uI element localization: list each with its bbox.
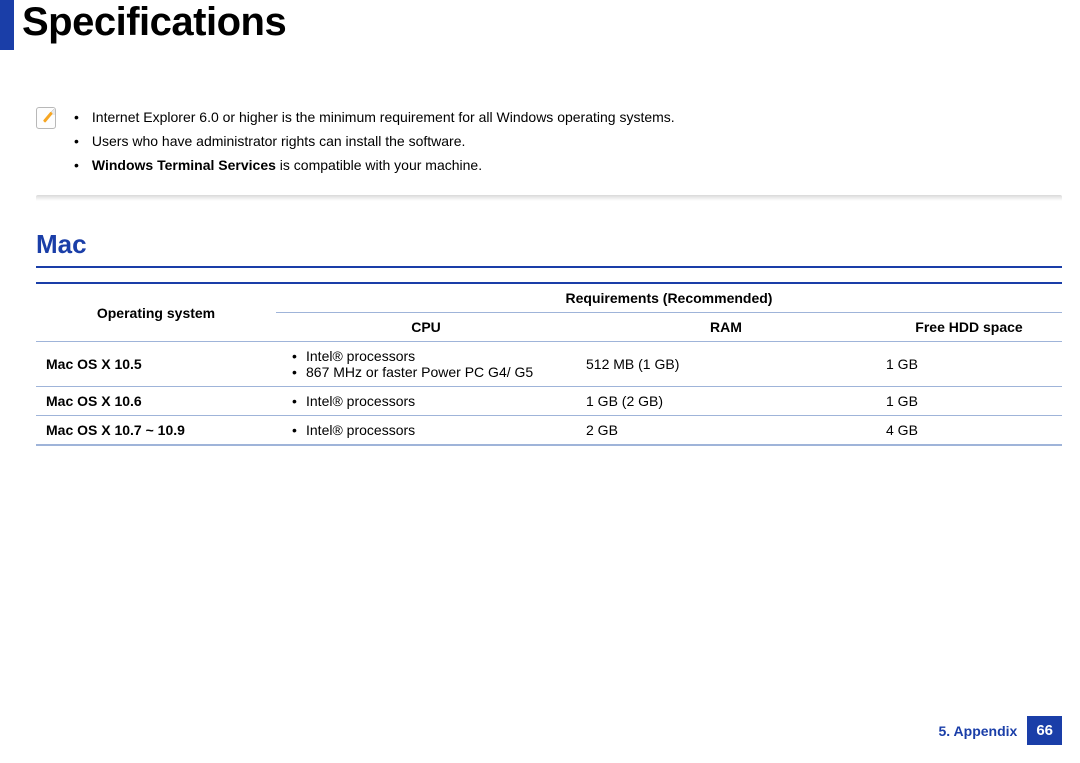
cpu-item: Intel® processors (292, 348, 566, 364)
th-hdd: Free HDD space (876, 313, 1062, 342)
page-title: Specifications (14, 0, 286, 50)
cell-hdd: 1 GB (876, 342, 1062, 387)
note-text: is compatible with your machine. (276, 157, 482, 173)
th-os: Operating system (36, 283, 276, 342)
note-strong: Windows Terminal Services (92, 157, 276, 173)
page: Specifications Internet Explorer 6.0 or … (0, 0, 1080, 763)
spec-table-body: Mac OS X 10.5 Intel® processors 867 MHz … (36, 342, 1062, 446)
th-cpu: CPU (276, 313, 576, 342)
cell-ram: 2 GB (576, 416, 876, 446)
cell-os: Mac OS X 10.7 ~ 10.9 (36, 416, 276, 446)
note-divider (36, 195, 1062, 201)
cell-os: Mac OS X 10.6 (36, 387, 276, 416)
cell-hdd: 1 GB (876, 387, 1062, 416)
title-bar: Specifications (0, 0, 1080, 50)
cpu-item: 867 MHz or faster Power PC G4/ G5 (292, 364, 566, 380)
note-item: Internet Explorer 6.0 or higher is the m… (74, 105, 675, 129)
cell-ram: 1 GB (2 GB) (576, 387, 876, 416)
note-icon (36, 107, 56, 129)
cpu-item: Intel® processors (292, 393, 566, 409)
footer-page-number: 66 (1027, 716, 1062, 745)
spec-table: Operating system Requirements (Recommend… (36, 282, 1062, 446)
note-item: Windows Terminal Services is compatible … (74, 153, 675, 177)
cell-os: Mac OS X 10.5 (36, 342, 276, 387)
note-item: Users who have administrator rights can … (74, 129, 675, 153)
cell-hdd: 4 GB (876, 416, 1062, 446)
cell-cpu: Intel® processors (276, 416, 576, 446)
section-heading: Mac (36, 229, 1062, 268)
cell-cpu: Intel® processors (276, 387, 576, 416)
note-list: Internet Explorer 6.0 or higher is the m… (74, 105, 675, 177)
table-row: Mac OS X 10.7 ~ 10.9 Intel® processors 2… (36, 416, 1062, 446)
table-row: Mac OS X 10.6 Intel® processors 1 GB (2 … (36, 387, 1062, 416)
footer-chapter: 5. Appendix (938, 723, 1017, 739)
note-text: Internet Explorer 6.0 or higher is the m… (92, 109, 675, 125)
th-req-group: Requirements (Recommended) (276, 283, 1062, 313)
footer: 5. Appendix 66 (938, 716, 1062, 745)
cpu-item: Intel® processors (292, 422, 566, 438)
cell-cpu: Intel® processors 867 MHz or faster Powe… (276, 342, 576, 387)
title-accent (0, 0, 14, 50)
note-text: Users who have administrator rights can … (92, 133, 466, 149)
table-row: Mac OS X 10.5 Intel® processors 867 MHz … (36, 342, 1062, 387)
cell-ram: 512 MB (1 GB) (576, 342, 876, 387)
note-block: Internet Explorer 6.0 or higher is the m… (36, 105, 1062, 177)
th-ram: RAM (576, 313, 876, 342)
